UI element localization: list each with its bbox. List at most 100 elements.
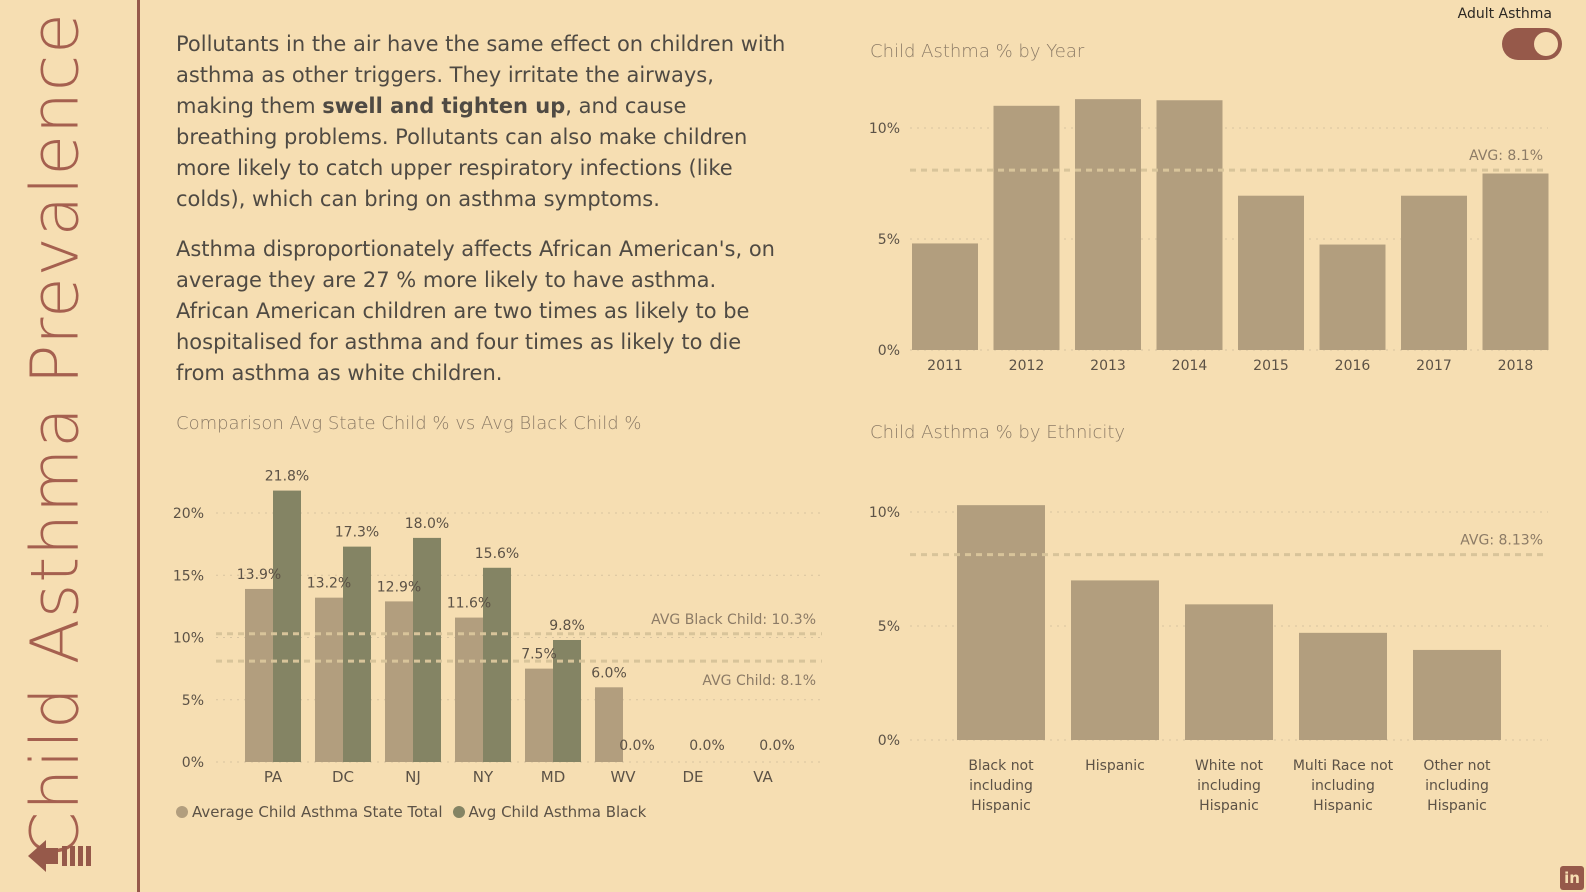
bar-year: [1238, 195, 1304, 350]
back-arrow-icon[interactable]: [28, 836, 92, 876]
avg-ref-label: AVG: 8.13%: [1460, 533, 1543, 549]
bar-state: [385, 601, 413, 762]
x-tick-label: NJ: [405, 768, 421, 786]
x-tick-label: DE: [682, 768, 703, 786]
data-label-black: 18.0%: [405, 516, 449, 532]
legend-swatch-black: [452, 806, 465, 818]
bar-ethnicity: [1185, 604, 1273, 740]
x-tick-label: including: [1311, 778, 1375, 794]
data-label-black: 9.8%: [549, 618, 585, 634]
x-tick-label: including: [969, 778, 1033, 794]
avg-ref-label: AVG Child: 8.1%: [702, 673, 816, 689]
data-label-black: 17.3%: [335, 525, 379, 541]
x-tick-label: Multi Race not: [1293, 758, 1394, 774]
x-tick-label: Other not: [1423, 758, 1491, 774]
avg-ref-label: AVG Black Child: 10.3%: [651, 612, 816, 628]
y-tick-label: 5%: [182, 693, 204, 709]
x-tick-label: NY: [473, 768, 494, 786]
avg-ref-label: AVG: 8.1%: [1469, 148, 1543, 164]
data-label-state: 7.5%: [521, 647, 557, 663]
data-label-state: 13.2%: [307, 576, 351, 592]
data-label-black: 21.8%: [265, 469, 309, 485]
y-tick-label: 20%: [173, 506, 204, 522]
disparity-paragraph: Asthma disproportionately affects Africa…: [176, 237, 775, 385]
bar-year: [912, 243, 978, 350]
x-tick-label: Hispanic: [1427, 798, 1487, 814]
y-tick-label: 0%: [182, 755, 204, 771]
bar-black: [413, 537, 441, 762]
y-tick-label: 10%: [869, 121, 900, 137]
chart-legend: Average Child Asthma State Total Avg Chi…: [176, 803, 646, 821]
x-tick-label: 2011: [927, 358, 963, 374]
data-label-state: 6.0%: [591, 665, 627, 681]
x-tick-label: VA: [753, 768, 773, 786]
x-tick-label: Hispanic: [1199, 798, 1259, 814]
x-tick-label: WV: [610, 768, 636, 786]
data-label-state: 13.9%: [237, 567, 281, 583]
data-label-state: 11.6%: [447, 596, 491, 612]
bar-state: [455, 617, 483, 762]
intro-paragraph: Pollutants in the air have the same effe…: [176, 29, 788, 215]
sidebar: Child Asthma Prevalence: [0, 0, 139, 892]
legend-item-black[interactable]: Avg Child Asthma Black: [452, 803, 647, 821]
x-tick-label: including: [1425, 778, 1489, 794]
paragraph-text: Pollutants in the air have the same effe…: [176, 32, 786, 118]
bar-ethnicity: [1071, 580, 1159, 740]
legend-label: Average Child Asthma State Total: [192, 803, 443, 821]
data-label-state: 12.9%: [377, 579, 421, 595]
bar-black: [553, 639, 581, 762]
x-tick-label: Hispanic: [1313, 798, 1373, 814]
adult-asthma-toggle-label: Adult Asthma: [1457, 6, 1552, 22]
x-tick-label: 2016: [1335, 358, 1371, 374]
data-label-black: 0.0%: [689, 738, 725, 754]
y-tick-label: 10%: [869, 505, 900, 521]
y-tick-label: 10%: [173, 631, 204, 647]
y-tick-label: 5%: [878, 619, 900, 635]
x-tick-label: Hispanic: [1085, 758, 1145, 774]
bar-black: [343, 546, 371, 762]
toggle-knob: [1534, 32, 1558, 56]
bar-ethnicity: [1299, 632, 1387, 740]
paragraph-emphasis: swell and tighten up: [322, 94, 566, 118]
y-tick-label: 0%: [878, 733, 900, 749]
legend-item-state[interactable]: Average Child Asthma State Total: [176, 803, 443, 821]
y-tick-label: 15%: [173, 568, 204, 584]
x-tick-label: including: [1197, 778, 1261, 794]
sidebar-divider: [137, 0, 140, 892]
data-label-black: 0.0%: [759, 738, 795, 754]
bar-state: [525, 668, 553, 762]
x-tick-label: Hispanic: [971, 798, 1031, 814]
x-tick-label: 2015: [1253, 358, 1289, 374]
bar-ethnicity: [1413, 649, 1501, 740]
x-tick-label: Black not: [968, 758, 1034, 774]
x-tick-label: 2017: [1416, 358, 1452, 374]
bar-year: [1319, 244, 1386, 350]
x-tick-label: 2012: [1009, 358, 1045, 374]
bar-year: [1075, 99, 1141, 350]
bar-year: [1156, 100, 1223, 350]
ethnicity-chart-title: Child Asthma % by Ethnicity: [870, 422, 1126, 443]
x-tick-label: 2018: [1498, 358, 1534, 374]
adult-asthma-toggle[interactable]: [1502, 28, 1562, 60]
data-label-black: 15.6%: [475, 546, 519, 562]
x-tick-label: DC: [332, 768, 354, 786]
bar-state: [245, 588, 273, 762]
comparison-chart-title: Comparison Avg State Child % vs Avg Blac…: [176, 413, 642, 434]
bar-year: [1401, 195, 1467, 350]
linkedin-icon[interactable]: in: [1560, 866, 1584, 890]
year-chart-title: Child Asthma % by Year: [870, 41, 1085, 62]
legend-label: Avg Child Asthma Black: [468, 803, 647, 821]
bar-black: [273, 490, 301, 762]
bar-state: [595, 687, 623, 762]
bar-year: [1482, 173, 1549, 350]
bar-year: [993, 105, 1060, 350]
x-tick-label: PA: [264, 768, 283, 786]
paragraph-text: , and cause breathing problems. Pollutan…: [176, 94, 748, 211]
bar-ethnicity: [957, 505, 1045, 740]
bar-black: [483, 567, 511, 762]
x-tick-label: White not: [1195, 758, 1264, 774]
y-tick-label: 5%: [878, 232, 900, 248]
x-tick-label: 2013: [1090, 358, 1126, 374]
bar-state: [315, 597, 343, 762]
